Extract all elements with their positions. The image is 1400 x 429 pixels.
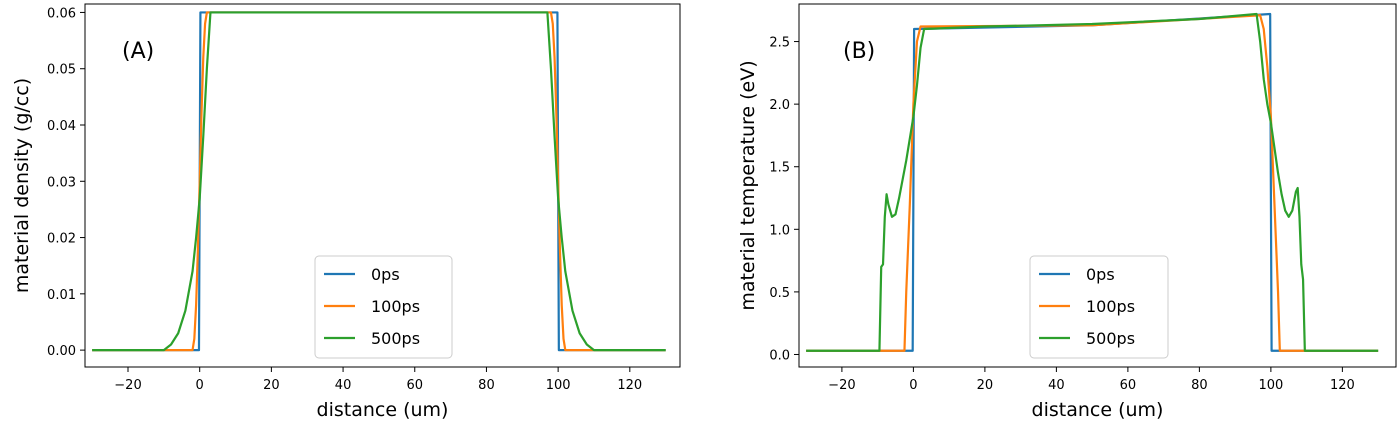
x-tick-label: 80	[478, 378, 495, 393]
legend-label: 500ps	[1086, 329, 1135, 348]
legend: 0ps 100ps 500ps	[1029, 255, 1169, 359]
x-axis-label: distance (um)	[317, 399, 449, 421]
x-tick-label: 60	[406, 378, 423, 393]
legend-box	[1029, 255, 1169, 359]
y-tick-label: 0.04	[47, 119, 76, 134]
x-tick-label: 40	[335, 378, 352, 393]
legend-label: 100ps	[371, 297, 420, 316]
y-tick-label: 2.5	[769, 36, 790, 51]
series-lines	[806, 12, 1379, 352]
x-tick-label: 120	[1330, 378, 1355, 393]
chart-panel-b: −20 0 20 40 60 80 100 120 0.0 0.5 1.0 1.5 2.0 2.5 (B)…	[737, 3, 1397, 421]
y-tick-label: 0.01	[47, 288, 76, 303]
x-axis-label: distance (um)	[1032, 399, 1164, 421]
y-tick-label: 0.0	[769, 348, 790, 363]
legend-label: 0ps	[1086, 265, 1115, 284]
x-tick-label: 0	[196, 378, 204, 393]
y-tick-label: 1.0	[769, 223, 790, 238]
x-tick-label: 0	[909, 378, 917, 393]
x-tick-label: 20	[977, 378, 994, 393]
x-tick-label: 100	[1258, 378, 1283, 393]
y-tick-label: 0.00	[47, 344, 76, 359]
panel-label: (B)	[843, 39, 875, 64]
legend-label: 100ps	[1086, 297, 1135, 316]
series-line-500ps	[92, 11, 666, 352]
x-tick-label: 120	[617, 378, 642, 393]
y-tick-label: 0.5	[769, 286, 790, 301]
y-axis-label: material temperature (eV)	[737, 60, 759, 310]
y-tick-label: 2.0	[769, 98, 790, 113]
x-tick-label: −20	[828, 378, 855, 393]
series-line-500ps	[806, 12, 1379, 352]
y-tick-label: 0.02	[47, 232, 76, 247]
x-tick-label: 100	[546, 378, 571, 393]
y-tick-label: 0.03	[47, 175, 76, 190]
legend-label: 0ps	[371, 265, 400, 284]
x-tick-label: −20	[114, 378, 141, 393]
panel-label: (A)	[122, 39, 154, 64]
chart-panel-a: −20 0 20 40 60 80 100 120 0.00 0.01 0.02 0.03 0.04 0.…	[11, 3, 681, 421]
x-tick-label: 60	[1120, 378, 1137, 393]
x-tick-label: 80	[1191, 378, 1208, 393]
y-axis-label: material density (g/cc)	[11, 78, 33, 293]
legend-label: 500ps	[371, 329, 420, 348]
legend-box	[314, 255, 453, 359]
y-tick-label: 0.06	[47, 6, 76, 21]
plot-area-frame	[84, 3, 681, 368]
axis-ticks: −20 0 20 40 60 80 100 120 0.0 0.5 1.0 1.5 2.0 2.5	[769, 36, 1354, 393]
y-tick-label: 0.05	[47, 63, 76, 78]
x-tick-label: 20	[263, 378, 280, 393]
plot-area-frame	[798, 3, 1397, 368]
series-lines	[92, 11, 666, 352]
y-tick-label: 1.5	[769, 161, 790, 176]
x-tick-label: 40	[1048, 378, 1065, 393]
axis-ticks: −20 0 20 40 60 80 100 120 0.00 0.01 0.02 0.03 0.04 0.…	[47, 6, 642, 393]
legend: 0ps 100ps 500ps	[314, 255, 453, 359]
